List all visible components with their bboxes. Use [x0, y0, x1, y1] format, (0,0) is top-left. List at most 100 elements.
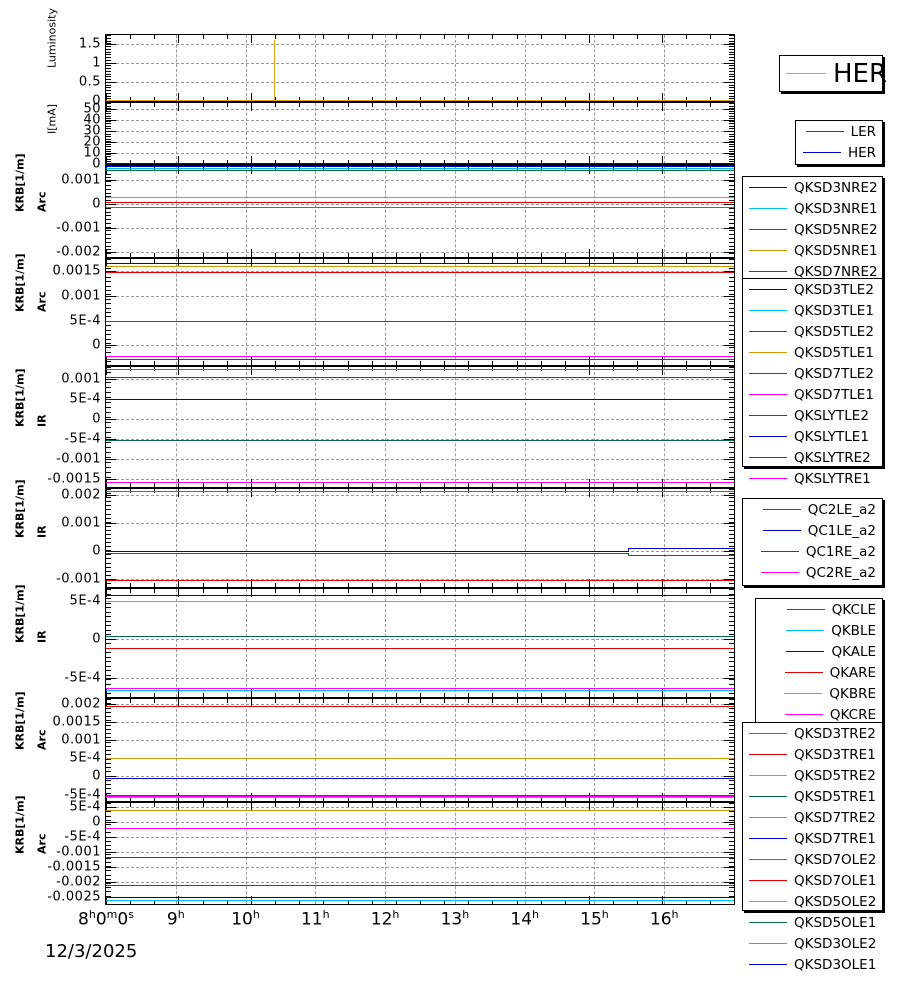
x-tick-minor	[540, 259, 542, 263]
legend-entry[interactable]: QKSD7OLE2	[743, 849, 882, 870]
legend-entry[interactable]: QKSD3NRE2	[743, 177, 882, 198]
legend-entry[interactable]: QKSD7TLE2	[743, 363, 882, 384]
x-tick-minor	[347, 693, 349, 697]
legend-entry[interactable]: QKSLYTRE2	[743, 447, 882, 468]
legend-entry[interactable]: QKSD5TLE2	[743, 321, 882, 342]
x-tick-minor	[323, 97, 325, 101]
legend-entry[interactable]: QKSD7TRE1	[743, 828, 882, 849]
legend-entry[interactable]: QKSD3OLE2	[743, 933, 882, 954]
legend-entry[interactable]: QKARE	[756, 662, 882, 683]
legend-entry[interactable]: QKSD5NRE1	[743, 240, 882, 261]
y-tick-label: 40	[83, 112, 101, 128]
y-tick-minor	[106, 203, 111, 205]
legend-entry[interactable]: QKSLYTLE2	[743, 405, 882, 426]
legend-qk[interactable]: QKCLE QKBLE QKALE QKARE QKBRE QKCRE	[755, 598, 883, 728]
legend-entry[interactable]: QKSD7NRE2	[743, 261, 882, 282]
legend-entry[interactable]: QKSD5TLE1	[743, 342, 882, 363]
legend-entry[interactable]: QKSD5OLE2	[743, 891, 882, 912]
legend-entry[interactable]: QKCRE	[756, 704, 882, 725]
y-tick-minor-right	[729, 230, 734, 232]
legend-color-swatch	[749, 775, 787, 776]
y-tick-minor	[106, 158, 111, 160]
x-tick-minor	[516, 900, 518, 904]
legend-qksdtre[interactable]: QKSD3TRE2 QKSD3TRE1 QKSD5TRE2 QKSD5TRE1 QKSD…	[742, 722, 883, 973]
y-tick-major-right	[724, 881, 734, 883]
x-tick-minor	[734, 693, 735, 697]
y-tick-label: 0.0015	[52, 714, 101, 730]
x-tick-minor	[202, 797, 204, 801]
vertical-gridline	[664, 259, 666, 365]
x-tick-minor	[564, 583, 566, 587]
horizontal-gridline	[106, 228, 734, 230]
y-tick-minor-right	[729, 108, 734, 110]
y-tick-label: -5E-4	[64, 670, 101, 686]
legend-entry[interactable]: QKBRE	[756, 683, 882, 704]
legend-entry[interactable]: LER	[796, 121, 882, 142]
legend-entry[interactable]: QKSD5TRE2	[743, 765, 882, 786]
x-tick-major	[589, 689, 591, 697]
x-tick-minor	[275, 589, 277, 593]
y-tick-minor	[106, 620, 111, 622]
y-tick-minor-right	[729, 432, 734, 433]
series-line-trace-magenta-top	[106, 368, 734, 370]
legend-entry[interactable]: QC1RE_a2	[743, 541, 882, 562]
legend-entry[interactable]: QKSD7TLE1	[743, 384, 882, 405]
legend-qksdtle[interactable]: QKSD3TLE2 QKSD3TLE1 QKSD5TLE2 QKSD5TLE1 QKSD…	[742, 278, 883, 487]
legend-entry[interactable]: HER	[796, 142, 882, 163]
legend-her[interactable]: HER	[779, 55, 887, 92]
legend-entry[interactable]: QKSD5OLE1	[743, 912, 882, 933]
x-tick-minor	[226, 103, 228, 107]
legend-entry[interactable]: HER	[780, 56, 887, 91]
legend-entry[interactable]: QC2RE_a2	[743, 562, 882, 583]
legend-qc[interactable]: QC2LE_a2 QC1LE_a2 QC1RE_a2 QC2RE_a2	[742, 498, 883, 586]
legend-entry[interactable]: QKSD3TRE1	[743, 744, 882, 765]
legend-entry[interactable]: QKSD5NRE2	[743, 219, 882, 240]
legend-label: QKSD7OLE1	[794, 872, 877, 889]
legend-entry[interactable]: QKSD5TRE1	[743, 786, 882, 807]
y-tick-minor-right	[729, 54, 734, 56]
x-tick-minor	[516, 589, 518, 593]
series-line-QKSD5NRE2	[106, 170, 734, 172]
horizontal-gridline	[106, 881, 734, 883]
legend-entry[interactable]: QKSD3TLE2	[743, 279, 882, 300]
legend-beams[interactable]: LER HER	[795, 120, 883, 165]
y-tick-minor	[106, 784, 111, 785]
x-tick-minor	[226, 693, 228, 697]
legend-entry[interactable]: QKSD3OLE1	[743, 954, 882, 975]
legend-label: QC2RE_a2	[805, 564, 876, 581]
legend-entry[interactable]: QC1LE_a2	[743, 520, 882, 541]
y-tick-minor-right	[729, 360, 734, 362]
x-tick-minor	[299, 103, 301, 107]
legend-entry[interactable]: QKSD7TRE2	[743, 807, 882, 828]
legend-entry[interactable]: QKSD3TRE2	[743, 723, 882, 744]
legend-label: HER	[833, 58, 888, 89]
x-tick-minor	[685, 259, 687, 263]
y-tick-minor-right	[729, 857, 734, 859]
y-tick-minor-right	[729, 417, 734, 418]
y-tick-major-right	[724, 439, 734, 440]
legend-entry[interactable]: QKSD7OLE1	[743, 870, 882, 891]
y-tick-minor	[106, 779, 111, 781]
y-tick-label: 0.5	[78, 74, 101, 90]
x-tick-minor	[540, 97, 542, 101]
y-tick-minor	[106, 878, 111, 880]
x-tick-minor	[564, 35, 566, 39]
legend-entry[interactable]: QKSD3TLE1	[743, 300, 882, 321]
legend-entry[interactable]: QKSD3NRE1	[743, 198, 882, 219]
legend-entry[interactable]: QKSLYTLE1	[743, 426, 882, 447]
legend-entry[interactable]: QKCLE	[756, 599, 882, 620]
x-tick-major	[178, 367, 180, 375]
y-tick-minor-right	[729, 188, 734, 190]
y-tick-minor	[106, 866, 111, 868]
legend-entry[interactable]: QKBLE	[756, 620, 882, 641]
y-tick-minor	[106, 57, 111, 58]
x-tick-major	[250, 689, 252, 697]
y-tick-minor	[106, 625, 111, 626]
legend-entry[interactable]: QC2LE_a2	[743, 499, 882, 520]
legend-entry[interactable]: QKSLYTRE1	[743, 468, 882, 489]
y-tick-minor	[106, 670, 111, 671]
y-tick-major-right	[724, 295, 734, 297]
legend-entry[interactable]: QKALE	[756, 641, 882, 662]
series-line-trace-green	[106, 439, 734, 441]
y-tick-major-right	[724, 141, 734, 143]
